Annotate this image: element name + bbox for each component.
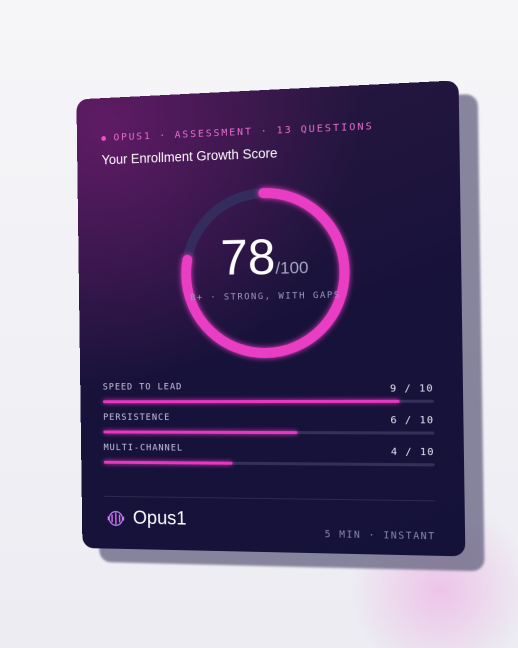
metric-track bbox=[103, 460, 435, 467]
metric-bar bbox=[103, 460, 233, 465]
score-card: OPUS1 · ASSESSMENT · 13 QUESTIONS Your E… bbox=[76, 80, 466, 557]
metric-row: MULTI-CHANNEL 4 / 10 bbox=[104, 443, 435, 471]
eyebrow: OPUS1 · ASSESSMENT · 13 QUESTIONS bbox=[101, 121, 374, 144]
metric-row: PERSISTENCE 6 / 10 bbox=[103, 412, 435, 440]
brand: Opus1 bbox=[104, 507, 187, 531]
metric-row: SPEED TO LEAD 9 / 10 bbox=[103, 381, 434, 408]
separator bbox=[104, 495, 436, 502]
brand-logo bbox=[104, 510, 127, 526]
metric-name: MULTI-CHANNEL bbox=[103, 443, 184, 454]
metrics: SPEED TO LEAD 9 / 10 PERSISTENCE 6 / 10 MULT… bbox=[76, 80, 458, 467]
score-max: /100 bbox=[275, 257, 309, 278]
brand-name: Opus1 bbox=[132, 507, 187, 530]
metric-bar bbox=[102, 399, 400, 404]
metric-score: 6 / 10 bbox=[390, 415, 435, 427]
metric-name: PERSISTENCE bbox=[103, 412, 171, 423]
score-number: 78/100 bbox=[78, 222, 461, 289]
footer-meta: 5 MIN · INSTANT bbox=[324, 529, 436, 543]
score-value: 78 bbox=[220, 228, 276, 286]
card-title: Your Enrollment Growth Score bbox=[101, 145, 278, 168]
metric-score: 9 / 10 bbox=[389, 383, 434, 395]
metric-score: 4 / 10 bbox=[390, 446, 435, 459]
card-wrap: OPUS1 · ASSESSMENT · 13 QUESTIONS Your E… bbox=[76, 80, 485, 572]
metric-name: SPEED TO LEAD bbox=[102, 382, 183, 393]
metric-track bbox=[102, 399, 434, 404]
metric-track bbox=[103, 430, 435, 435]
metric-bar bbox=[103, 430, 298, 435]
